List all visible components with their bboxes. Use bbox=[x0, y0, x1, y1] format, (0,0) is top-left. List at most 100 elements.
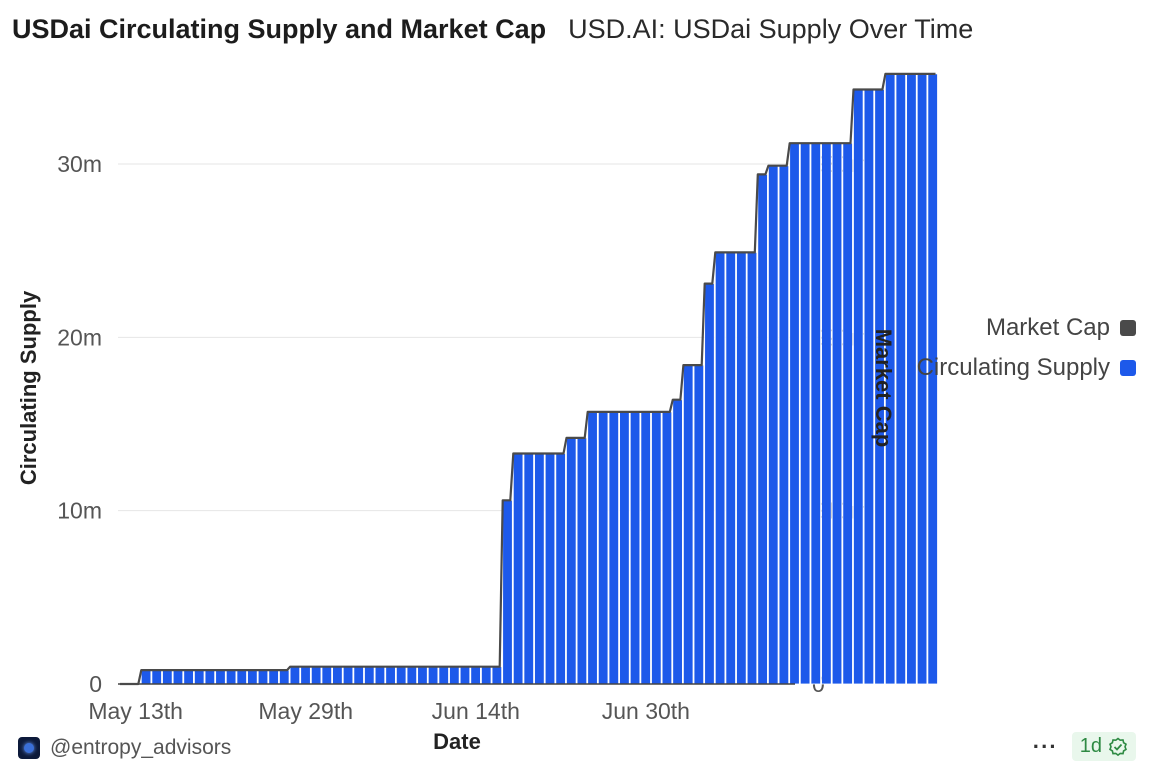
supply-bar bbox=[342, 666, 354, 685]
author-avatar bbox=[18, 737, 40, 759]
supply-bar bbox=[566, 437, 577, 685]
supply-bar bbox=[279, 669, 290, 685]
supply-bar bbox=[789, 142, 800, 685]
supply-bar bbox=[512, 453, 524, 685]
supply-bar bbox=[661, 411, 673, 685]
supply-bar bbox=[151, 669, 162, 685]
supply-bar bbox=[736, 251, 747, 685]
supply-bar bbox=[225, 669, 237, 685]
supply-bar bbox=[321, 666, 333, 685]
supply-bar bbox=[194, 669, 205, 685]
x-tick-label: May 29th bbox=[258, 698, 353, 724]
supply-bar bbox=[704, 283, 715, 685]
supply-bar bbox=[162, 669, 173, 685]
y-left-axis-title: Circulating Supply bbox=[16, 290, 41, 485]
supply-bar bbox=[778, 165, 790, 685]
supply-bar bbox=[640, 411, 651, 685]
supply-bar bbox=[608, 411, 620, 685]
supply-bar bbox=[799, 142, 811, 685]
chart-legend: Market Cap Circulating Supply bbox=[917, 314, 1136, 382]
supply-bar bbox=[810, 142, 821, 685]
supply-bar bbox=[757, 173, 768, 685]
more-options-icon[interactable]: ··· bbox=[1032, 733, 1058, 759]
supply-bar bbox=[183, 669, 194, 685]
supply-bar bbox=[236, 669, 247, 685]
supply-bar bbox=[842, 142, 853, 685]
x-tick-label: Jun 14th bbox=[432, 698, 520, 724]
supply-bar bbox=[140, 669, 152, 685]
supply-bar bbox=[310, 666, 322, 685]
supply-bar bbox=[215, 669, 226, 685]
x-tick-label: Jun 30th bbox=[602, 698, 690, 724]
supply-bar bbox=[768, 165, 779, 685]
supply-bar bbox=[534, 453, 545, 685]
supply-bar bbox=[587, 411, 598, 685]
x-axis-title: Date bbox=[433, 729, 481, 754]
legend-item-market-cap[interactable]: Market Cap bbox=[986, 314, 1136, 342]
legend-label-market-cap: Market Cap bbox=[985, 314, 1110, 341]
supply-bar bbox=[300, 666, 311, 685]
supply-bar bbox=[470, 666, 481, 685]
supply-bar bbox=[682, 364, 694, 685]
supply-bar bbox=[502, 499, 513, 685]
supply-bar bbox=[268, 669, 279, 685]
supply-bar bbox=[725, 251, 736, 685]
supply-bar bbox=[821, 142, 832, 685]
legend-swatch-market-cap bbox=[1120, 320, 1136, 336]
supply-bar bbox=[693, 364, 705, 685]
supply-bar bbox=[438, 666, 449, 685]
supply-bar bbox=[449, 666, 460, 685]
supply-bar bbox=[906, 73, 917, 685]
supply-bar bbox=[746, 251, 758, 685]
supply-bar bbox=[374, 666, 386, 685]
supply-bar bbox=[481, 666, 492, 685]
chart-title: USDai Circulating Supply and Market Cap bbox=[12, 14, 547, 44]
supply-bar bbox=[895, 73, 907, 685]
supply-bar bbox=[523, 453, 534, 685]
freshness-label: 1d bbox=[1079, 735, 1102, 757]
y-left-tick-label: 0 bbox=[89, 671, 102, 697]
supply-bar bbox=[204, 669, 216, 685]
supply-bar bbox=[289, 666, 301, 685]
supply-bar bbox=[831, 142, 843, 685]
supply-bar bbox=[491, 666, 503, 685]
supply-bar bbox=[714, 251, 726, 685]
supply-bar bbox=[364, 666, 375, 685]
legend-item-circulating-supply[interactable]: Circulating Supply bbox=[917, 354, 1136, 382]
supply-bar bbox=[417, 666, 428, 685]
supply-bar bbox=[395, 666, 407, 685]
author-credit[interactable]: @entropy_advisors bbox=[18, 736, 231, 760]
market-cap-line bbox=[120, 72, 936, 686]
supply-bar bbox=[257, 669, 269, 685]
y-left-tick-label: 30m bbox=[57, 151, 102, 177]
supply-bar bbox=[353, 666, 364, 685]
supply-bar bbox=[672, 399, 683, 685]
supply-bar bbox=[576, 437, 588, 685]
y-left-tick-label: 10m bbox=[57, 498, 102, 524]
supply-bar bbox=[629, 411, 641, 685]
y-left-tick-label: 20m bbox=[57, 324, 102, 350]
supply-bar bbox=[597, 411, 609, 685]
supply-bar bbox=[651, 411, 662, 685]
supply-bar bbox=[544, 453, 556, 685]
supply-bar bbox=[385, 666, 396, 685]
supply-bar bbox=[427, 666, 439, 685]
supply-bar bbox=[853, 89, 864, 685]
chart-header: USDai Circulating Supply and Market Cap … bbox=[12, 14, 973, 45]
supply-bar bbox=[332, 666, 343, 685]
supply-bar bbox=[247, 669, 258, 685]
author-handle: @entropy_advisors bbox=[50, 736, 232, 759]
legend-swatch-circulating-supply bbox=[1120, 360, 1136, 376]
y-right-axis-title: Market Cap bbox=[871, 329, 896, 448]
supply-bar bbox=[555, 453, 566, 685]
freshness-badge[interactable]: 1d bbox=[1071, 732, 1136, 761]
legend-label-circulating-supply: Circulating Supply bbox=[916, 354, 1110, 381]
verified-check-icon bbox=[1109, 736, 1127, 756]
x-tick-label: May 13th bbox=[88, 698, 183, 724]
supply-bar bbox=[459, 666, 471, 685]
chart-subtitle: USD.AI: USDai Supply Over Time bbox=[568, 14, 974, 44]
supply-bar bbox=[172, 669, 184, 685]
chart-footer-controls: ··· 1d bbox=[1033, 732, 1136, 761]
supply-bar bbox=[406, 666, 418, 685]
